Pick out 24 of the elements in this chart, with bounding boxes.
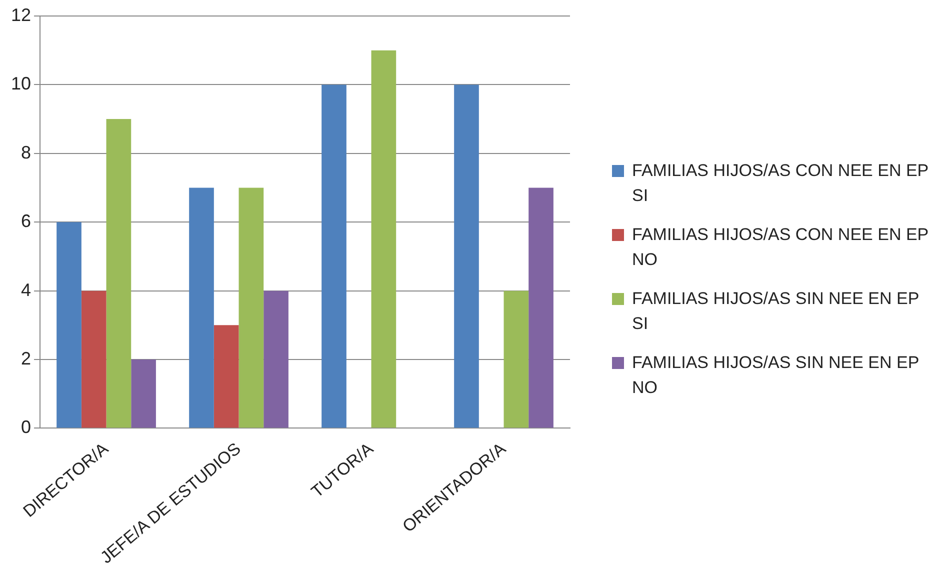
bar [238,188,264,428]
bar [106,119,132,428]
y-tick-label: 4 [21,280,32,300]
bar [264,290,288,428]
y-tick-label: 0 [21,417,32,438]
legend-label: FAMILIAS HIJOS/AS CON NEE EN EP SI [632,160,930,207]
y-tick-label: 2 [21,348,32,368]
bar [504,290,529,428]
legend-label: FAMILIAS HIJOS/AS SIN NEE EN EP SI [632,288,920,335]
bar [56,222,82,428]
bar [189,188,214,428]
bar [214,325,239,428]
y-tick-label: 12 [10,4,32,25]
bar [81,290,106,428]
bar [454,84,479,428]
y-tick-label: 6 [21,211,32,232]
y-tick-label: 10 [10,74,32,94]
bar [322,84,346,428]
bar [371,50,396,428]
legend-label: FAMILIAS HIJOS/AS CON NEE EN EP NO [632,224,930,271]
y-tick-label: 8 [21,142,32,162]
bar [528,188,554,428]
bar [131,360,156,428]
legend-label: FAMILIAS HIJOS/AS SIN NEE EN EP NO [632,352,920,399]
